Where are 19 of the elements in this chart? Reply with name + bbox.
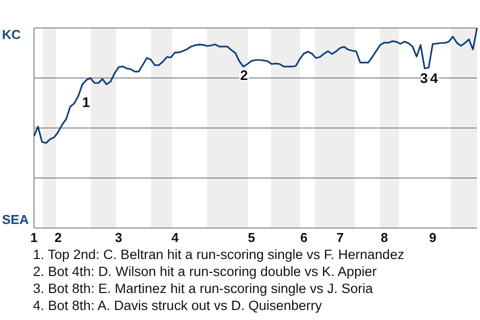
- text: 2. Bot 4th: D. Wilson hit a run-scoring double vs K. Appier: [33, 264, 378, 279]
- x-tick-label: 2: [54, 230, 62, 245]
- x-tick-label: 8: [380, 230, 388, 245]
- x-tick-label: 6: [300, 230, 308, 245]
- x-tick-label: 7: [336, 230, 344, 245]
- annotation: 1: [82, 94, 90, 110]
- annotation: 3: [420, 70, 428, 86]
- annotation: 4: [430, 70, 438, 86]
- text: 4. Bot 8th: A. Davis struck out vs D. Quisenberry: [33, 298, 322, 313]
- text: 1. Top 2nd: C. Beltran hit a run-scoring single vs F. Hernandez: [33, 247, 404, 262]
- text: SEA: [2, 212, 30, 227]
- x-tick-label: 4: [171, 230, 180, 245]
- x-tick-label: 1: [30, 230, 38, 245]
- x-tick-label: 5: [248, 230, 256, 245]
- x-tick-label: 9: [429, 230, 436, 245]
- annotation: 2: [240, 67, 248, 83]
- x-tick-label: 3: [114, 230, 122, 245]
- text: 3. Bot 8th: E. Martinez hit a run-scoring single vs J. Soria: [33, 281, 374, 296]
- text: KC: [2, 27, 22, 42]
